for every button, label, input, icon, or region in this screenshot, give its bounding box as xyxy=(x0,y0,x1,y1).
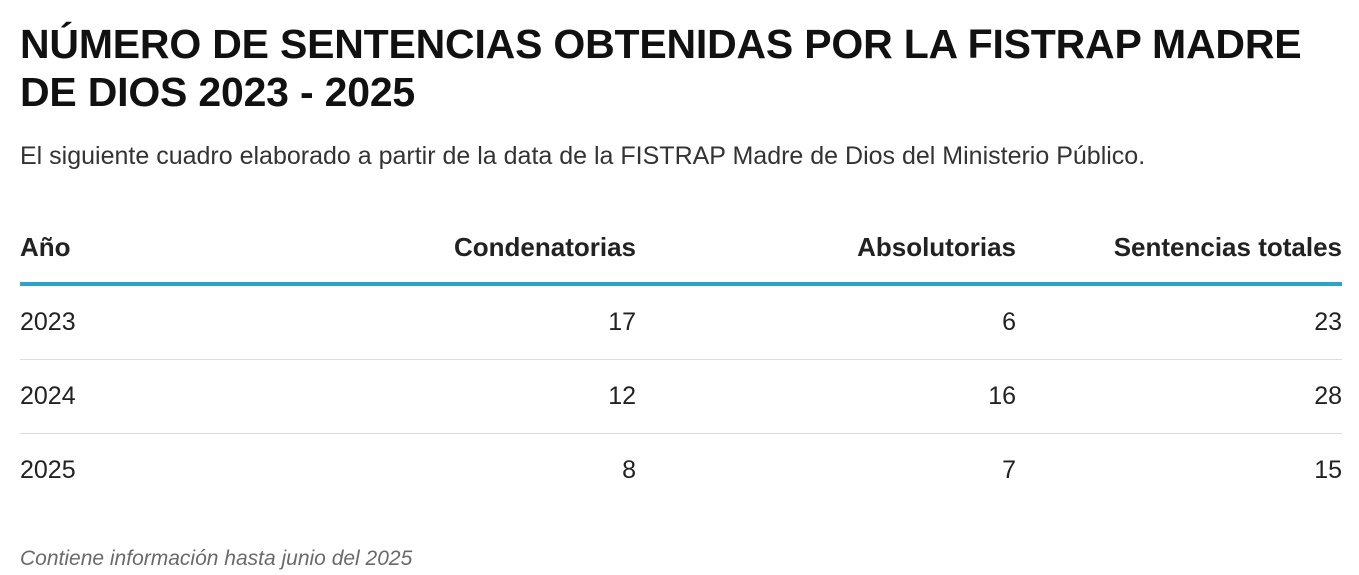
cell-year: 2025 xyxy=(20,456,76,484)
cell-sentencias-totales: 15 xyxy=(1314,456,1342,484)
cell-year: 2023 xyxy=(20,284,280,360)
cell-condenatorias: 8 xyxy=(622,456,636,484)
table-row: 2023 17 6 23 xyxy=(20,284,1342,360)
cell-absolutorias: 7 xyxy=(1002,456,1016,484)
cell-condenatorias: 12 xyxy=(280,359,636,434)
chart-title: NÚMERO DE SENTENCIAS OBTENIDAS POR LA FI… xyxy=(20,21,1302,115)
chart-subtitle: El siguiente cuadro elaborado a partir d… xyxy=(20,142,1146,170)
cell-absolutorias: 6 xyxy=(636,284,1016,360)
table-row: 2025 8 7 15 xyxy=(20,434,1342,508)
cell-condenatorias: 17 xyxy=(280,284,636,360)
column-header-absolutorias: Absolutorias xyxy=(636,212,1016,286)
table-row: 2024 12 16 28 xyxy=(20,359,1342,434)
column-header-year: Año xyxy=(20,212,280,286)
table-header-row: Año Condenatorias Absolutorias Sentencia… xyxy=(20,212,1342,286)
column-header-sentencias-totales: Sentencias totales xyxy=(1016,212,1342,286)
footnote: Contiene información hasta junio del 202… xyxy=(20,547,413,570)
column-header-condenatorias: Condenatorias xyxy=(280,212,636,286)
cell-year: 2024 xyxy=(20,359,280,434)
cell-absolutorias: 16 xyxy=(636,359,1016,434)
data-table: Año Condenatorias Absolutorias Sentencia… xyxy=(20,212,1342,507)
cell-sentencias-totales: 23 xyxy=(1016,284,1342,360)
cell-sentencias-totales: 28 xyxy=(1016,359,1342,434)
